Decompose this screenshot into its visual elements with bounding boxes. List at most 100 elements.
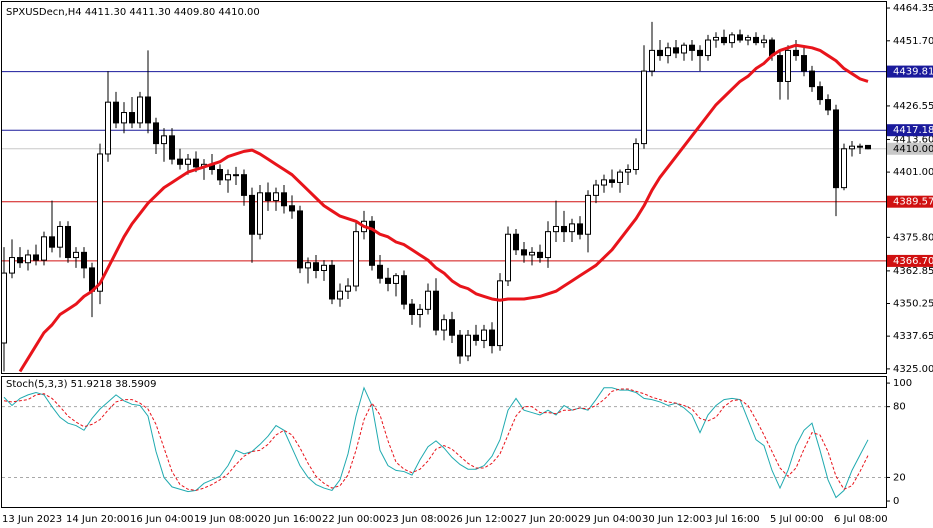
indicator-line [3, 388, 869, 491]
y-tick-label: 80 [893, 402, 906, 413]
candle-body [785, 49, 791, 82]
candle-body [369, 220, 375, 266]
indicator-line [3, 386, 869, 499]
candle-body [593, 184, 599, 196]
candle-body [761, 39, 767, 44]
candle-body [185, 158, 191, 165]
candle-body [865, 144, 871, 150]
candle-body [169, 135, 175, 160]
candle-body [305, 262, 311, 269]
x-tick-label: 22 Jun 00:00 [322, 514, 386, 525]
candle-body [329, 264, 335, 300]
candle-body [33, 254, 39, 261]
candle-body [753, 36, 759, 44]
candle-body [265, 192, 271, 202]
x-tick-label: 20 Jun 16:00 [258, 514, 322, 525]
candle-body [9, 257, 15, 274]
level-label: 4366.70 [893, 256, 933, 267]
candle-body [321, 264, 327, 271]
level-label: 4439.81 [893, 67, 933, 78]
candle-body [569, 223, 575, 233]
y-tick-label: 20 [893, 472, 906, 483]
candle-body [129, 112, 135, 124]
y-tick-label: 4401.00 [893, 167, 933, 178]
candle-body [65, 225, 71, 259]
candle-body [249, 194, 255, 235]
level-label: 4417.18 [893, 125, 933, 136]
candle-body [657, 49, 663, 57]
candle-body [833, 109, 839, 189]
candle-body [721, 36, 727, 44]
candle-body [737, 34, 743, 41]
y-tick-label: 4350.25 [893, 299, 933, 310]
candle-body [217, 169, 223, 181]
candle-body [41, 236, 47, 261]
candle-body [177, 158, 183, 165]
x-tick-label: 29 Jun 04:00 [578, 514, 642, 525]
price-box [887, 142, 933, 155]
x-tick-label: 3 Jul 16:00 [706, 514, 760, 525]
candle-body [273, 192, 279, 202]
candle-body [81, 251, 87, 269]
y-tick-label: 4325.00 [893, 364, 933, 375]
candle-body [489, 329, 495, 347]
candle-body [801, 55, 807, 72]
candle-body [449, 319, 455, 336]
candle-body [49, 236, 55, 248]
candle-body [529, 251, 535, 256]
level-box [887, 195, 933, 208]
level-box [887, 124, 933, 137]
candle-body [577, 223, 583, 235]
candle-body [401, 275, 407, 305]
y-tick-label: 0 [893, 496, 899, 507]
x-tick-label: 13 Jun 2023 [2, 514, 62, 525]
candle-body [337, 290, 343, 300]
candle-body [505, 233, 511, 282]
candle-body [817, 86, 823, 101]
candle-body [521, 249, 527, 256]
candle-body [513, 233, 519, 251]
candle-body [665, 47, 671, 57]
level-box [887, 65, 933, 78]
candle-body [689, 44, 695, 51]
candle-body [193, 158, 199, 168]
candle-body [497, 280, 503, 347]
candle-body [609, 179, 615, 183]
candle-body [457, 334, 463, 357]
candle-body [465, 334, 471, 357]
candle-body [649, 49, 655, 72]
candle-body [297, 210, 303, 269]
candle-body [729, 34, 735, 44]
candle-body [73, 251, 79, 259]
candle-body [641, 70, 647, 145]
candle-body [345, 285, 351, 292]
candle-body [713, 36, 719, 41]
candle-body [545, 231, 551, 259]
candle-body [697, 49, 703, 57]
candle-body [857, 145, 863, 148]
price-label: 4410.00 [893, 144, 933, 155]
y-tick-label: 4375.80 [893, 232, 933, 243]
x-tick-label: 16 Jun 04:00 [130, 514, 194, 525]
candle-body [241, 174, 247, 196]
candle-body [441, 319, 447, 331]
candle-body [121, 112, 127, 124]
candle-body [233, 174, 239, 177]
x-tick-label: 6 Jul 08:00 [834, 514, 888, 525]
candle-body [601, 179, 607, 186]
candle-body [585, 194, 591, 235]
candle-body [409, 303, 415, 316]
candle-body [809, 70, 815, 88]
candle-body [105, 101, 111, 155]
y-tick-label: 4337.65 [893, 331, 933, 342]
level-box [887, 254, 933, 267]
candle-body [225, 174, 231, 181]
plot-layer: 4464.35 4451.70 4426.55 4413.60 4401.00 4375.… [1, 3, 933, 525]
y-tick-label: 4451.70 [893, 36, 933, 47]
y-tick-label: 4362.85 [893, 266, 933, 277]
candle-body [705, 39, 711, 57]
x-tick-label: 27 Jun 20:00 [514, 514, 578, 525]
candle-body [433, 290, 439, 331]
candle-body [849, 145, 855, 150]
